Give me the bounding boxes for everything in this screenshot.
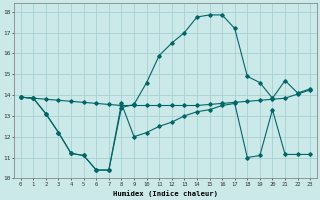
- X-axis label: Humidex (Indice chaleur): Humidex (Indice chaleur): [113, 190, 218, 197]
